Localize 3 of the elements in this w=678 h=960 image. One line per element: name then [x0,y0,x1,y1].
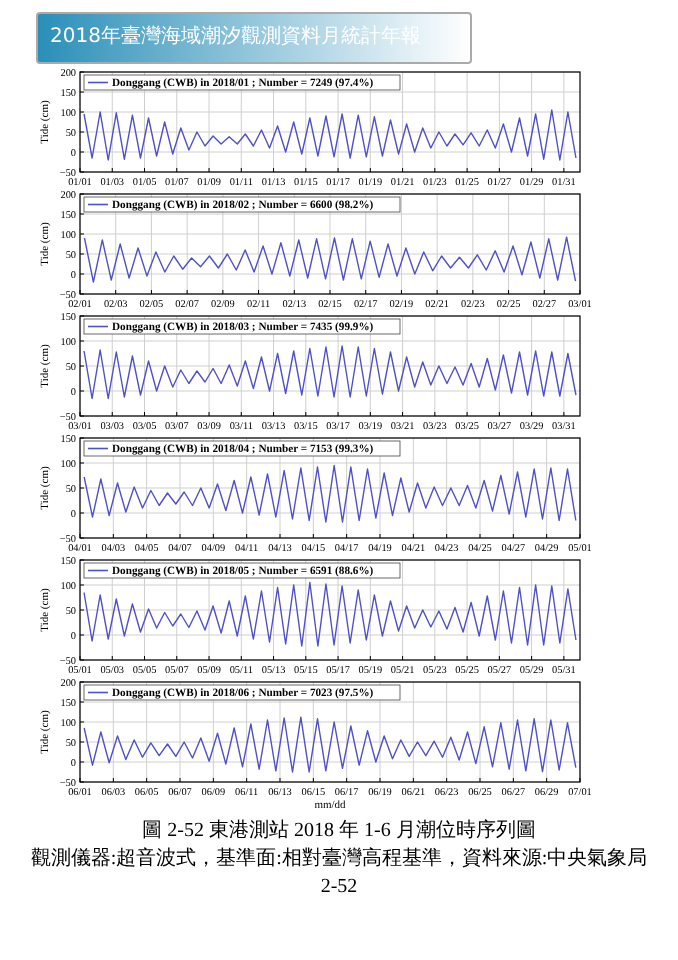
text: 2-52 [318,876,360,900]
text: 觀測儀器:超音波式，基準面:相對臺灣高程基準，資料來源:中央氣象局 [28,848,650,872]
caption: 圖 2-52 東港測站 2018 年 1-6 月潮位時序列圖 [140,820,538,844]
